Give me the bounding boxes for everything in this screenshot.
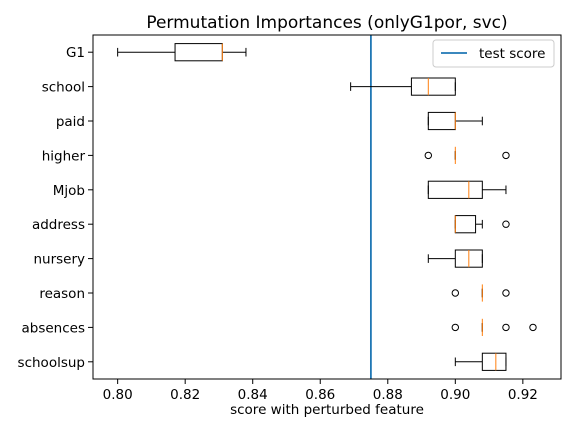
axes-frame [92, 34, 562, 380]
outlier-point [502, 151, 510, 160]
outlier-point [502, 323, 510, 332]
x-tick-label: 0.88 [373, 387, 403, 403]
outlier-point [502, 220, 510, 228]
outlier-point [451, 323, 460, 332]
x-axis-label: score with perturbed feature [230, 402, 424, 418]
x-tick-label: 0.84 [238, 387, 268, 403]
box-iqr [481, 352, 507, 371]
y-tick-label: paid [56, 114, 85, 130]
chart-title: Permutation Importances (onlyG1por, svc) [146, 13, 507, 33]
y-tick-label: higher [42, 148, 86, 164]
outlier-point [451, 289, 460, 297]
x-tick-label: 0.82 [170, 387, 200, 403]
y-tick-label: reason [39, 286, 85, 302]
outlier-point [424, 151, 432, 160]
legend-box [432, 39, 555, 68]
plot-area: 0.80 0.82 0.84 0.86 0.88 0.90 0.92 G1 school paid… [18, 35, 538, 403]
x-tick-label: 0.90 [440, 387, 470, 403]
outlier-point [529, 323, 537, 332]
x-tick-label: 0.92 [508, 387, 538, 403]
legend-label: test score [479, 46, 546, 62]
y-tick-label: G1 [66, 45, 85, 61]
box-iqr [427, 180, 483, 199]
y-tick-label: school [42, 80, 85, 96]
x-tick-label: 0.80 [103, 387, 133, 403]
y-tick-label: address [32, 217, 85, 233]
y-tick-label: schoolsup [18, 355, 85, 371]
outlier-point [502, 289, 510, 297]
y-tick-label: nursery [33, 252, 85, 268]
y-tick-label: Mjob [53, 183, 85, 199]
legend: test score [432, 39, 555, 68]
y-tick-label: absences [22, 320, 86, 336]
x-tick-label: 0.86 [305, 387, 335, 403]
box-iqr [410, 77, 456, 96]
